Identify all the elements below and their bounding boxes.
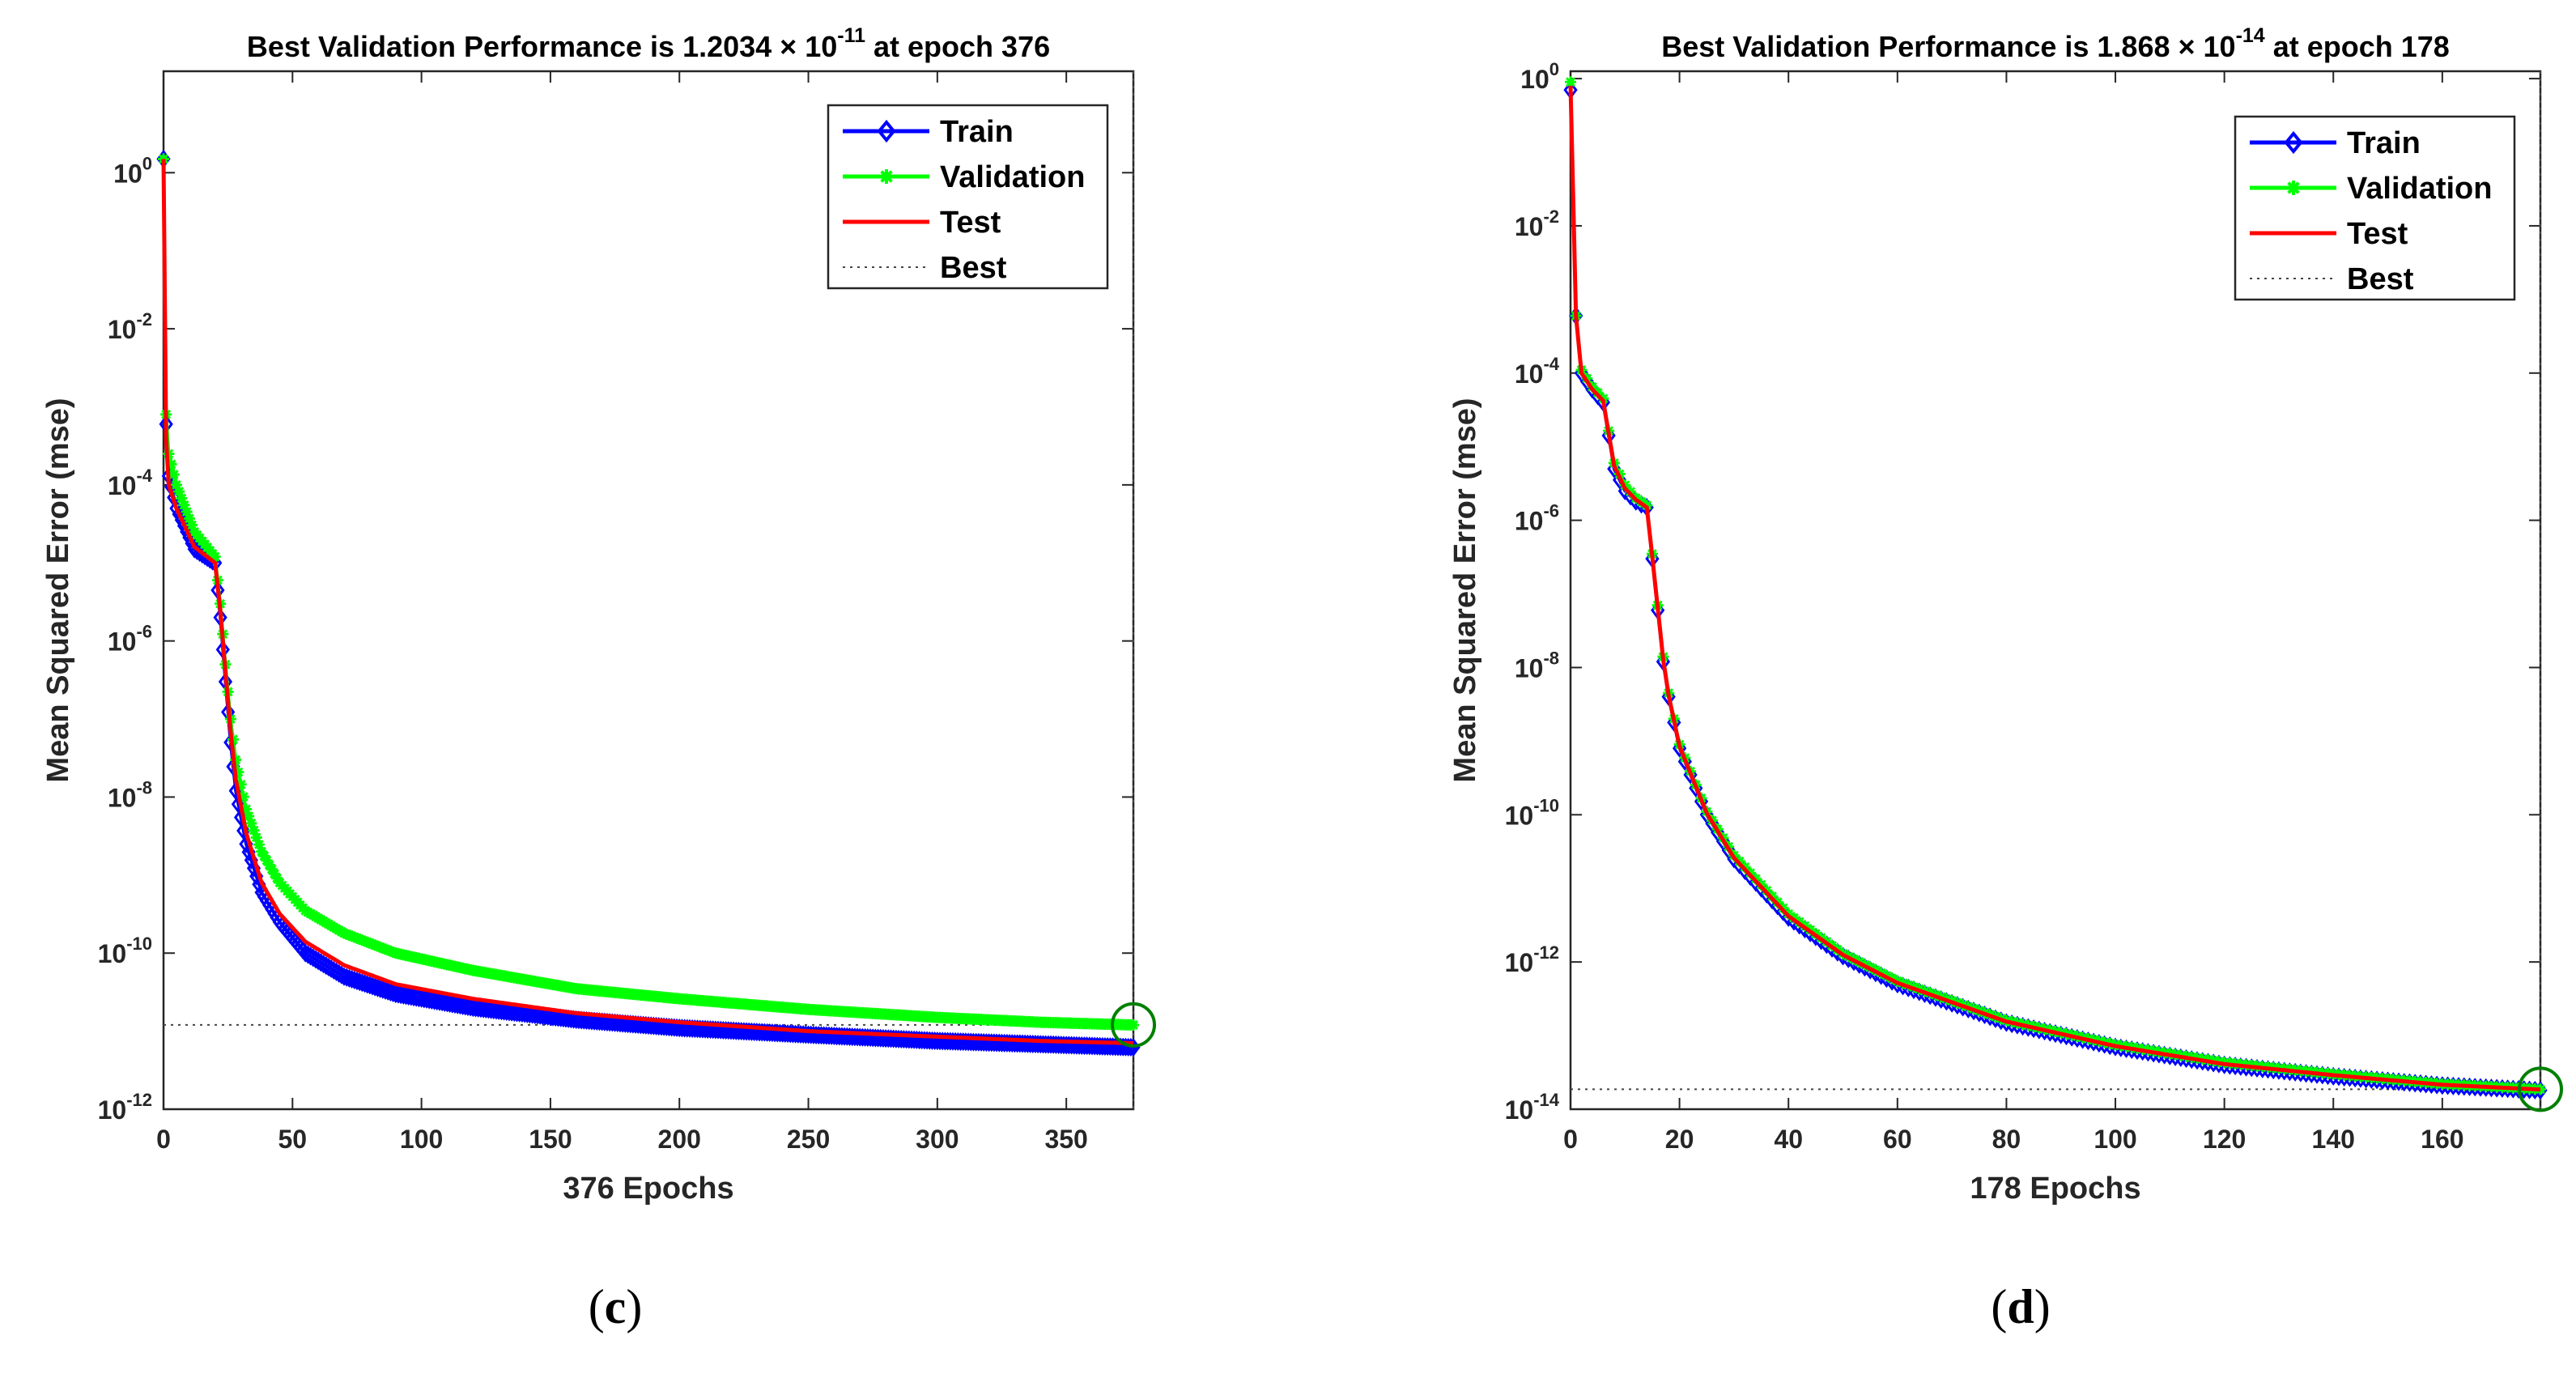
panel-c-xtick-label: 100 (400, 1125, 443, 1154)
panel-c-ylabel: Mean Squared Error (mse) (41, 398, 75, 782)
panel-c-ytick-label: 10-2 (108, 309, 152, 344)
panel-d-series-test (1568, 85, 2541, 1092)
panel-d-title: Best Validation Performance is 1.868 × 1… (1661, 24, 2450, 63)
panel-c-ytick-label: 10-4 (108, 466, 153, 500)
panel-c-ytick-label: 100 (113, 153, 152, 188)
panel-c-xtick-label: 250 (787, 1125, 830, 1154)
panel-c-xlabel: 376 Epochs (563, 1172, 733, 1206)
panel-d-ytick-label: 10-10 (1505, 795, 1559, 830)
panel-c-legend-label-best: Best (940, 251, 1007, 285)
panel-d-ytick-label: 10-4 (1515, 354, 1560, 389)
panel-c-title: Best Validation Performance is 1.2034 × … (247, 24, 1050, 63)
panel-c-legend-label-test: Test (940, 206, 1001, 240)
panel-c-legend-label-validation: Validation (940, 160, 1085, 194)
panel-d-train-point (1672, 738, 1687, 758)
panel-d-ytick-label: 100 (1520, 59, 1559, 94)
panel-c-xtick-label: 300 (916, 1125, 959, 1154)
panel-d-validation-point (1565, 76, 1576, 88)
panel-d-xtick-label: 160 (2421, 1125, 2463, 1154)
panel-d-xtick-label: 40 (1774, 1125, 1803, 1154)
panel-c-ytick-label: 10-12 (98, 1090, 152, 1125)
panel-d-xlabel: 178 Epochs (1970, 1172, 2140, 1206)
panel-d-legend-marker-train (2284, 130, 2303, 155)
panel-d-ytick-label: 10-2 (1515, 206, 1559, 241)
panel-c-train-line (162, 159, 1133, 1049)
panel-c-legend-marker-validation (879, 169, 894, 184)
caption-c: (c) (588, 1280, 643, 1333)
panel-d-legend-marker-validation (2286, 181, 2301, 195)
panel-c-ytick-label: 10-10 (98, 934, 152, 968)
panel-d-xtick-label: 100 (2094, 1125, 2136, 1154)
panel-c-train-point (176, 516, 192, 535)
panel-d-xtick-label: 140 (2312, 1125, 2355, 1154)
panel-d-ytick-label: 10-12 (1505, 942, 1559, 977)
panel-d-legend-label-best: Best (2347, 262, 2414, 296)
panel-d-ytick-label: 10-8 (1515, 648, 1559, 683)
panel-d-legend-label-test: Test (2347, 217, 2408, 251)
panel-d-xtick-label: 80 (1992, 1125, 2021, 1154)
panel-c-xtick-label: 200 (658, 1125, 701, 1154)
panel-d-xtick-label: 120 (2203, 1125, 2246, 1154)
panel-d-ytick-label: 10-6 (1515, 501, 1559, 536)
panel-d-xtick-label: 0 (1563, 1125, 1578, 1154)
panel-d-ylabel: Mean Squared Error (mse) (1448, 398, 1482, 782)
panel-c-legend-box (827, 104, 1109, 290)
panel-c-ytick-label: 10-6 (108, 622, 152, 657)
panel-d-ytick-label: 10-14 (1505, 1090, 1560, 1125)
caption-c-letter: c (604, 1280, 627, 1333)
panel-c-legend-marker-train (877, 119, 896, 143)
panel-c-series-test (161, 159, 1133, 1045)
panel-d-best-circle (2518, 1066, 2563, 1112)
panel-d-legend-label-validation: Validation (2347, 172, 2492, 206)
panel-d-legend-label-train: Train (2347, 126, 2421, 160)
panel-d-test-line (1568, 85, 2541, 1092)
panel-c-best-circle (1111, 1002, 1156, 1048)
panel-c: 0 50 100 150 200 250 300 350 100 10-2 10-4 10-6 10-8… (41, 24, 1156, 1206)
panel-c-validation-line (162, 159, 1134, 1027)
panel-d-xtick-label: 60 (1883, 1125, 1912, 1154)
caption-d-letter: d (2007, 1280, 2034, 1333)
panel-d-xtick-label: 20 (1665, 1125, 1694, 1154)
panel-c-legend: Train Validation Test Best (827, 104, 1109, 290)
panel-d-legend-box (2234, 115, 2516, 301)
panel-c-xtick-label: 0 (156, 1125, 171, 1154)
panel-c-xtick-label: 50 (278, 1125, 308, 1154)
panel-c-xtick-label: 150 (529, 1125, 572, 1154)
panel-d: 0 20 40 60 80 100 120 140 160 100 10-2 10-4 10-6 10-8… (1448, 24, 2563, 1206)
panel-c-ytick-label: 10-8 (108, 777, 152, 812)
panel-d-legend: Train Validation Test Best (2234, 115, 2516, 301)
panel-c-test-line (161, 159, 1133, 1045)
panel-c-legend-label-train: Train (940, 115, 1014, 149)
panel-c-xtick-label: 350 (1044, 1125, 1087, 1154)
caption-d: (d) (1991, 1280, 2051, 1333)
